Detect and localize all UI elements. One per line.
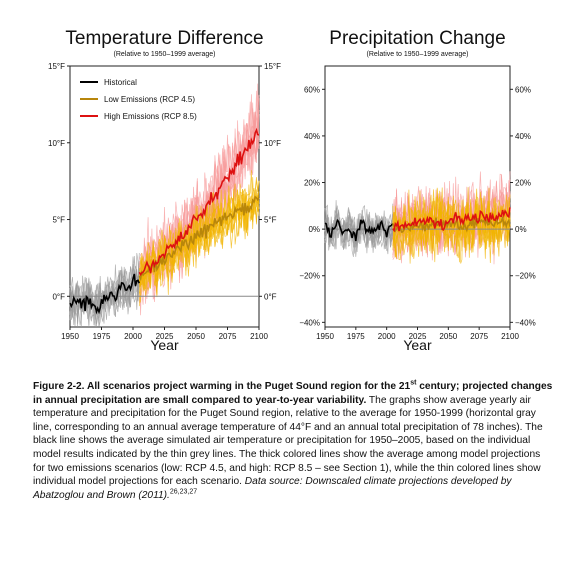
x-tick-label: 2100 [250,332,268,341]
historical-model-line [324,205,394,257]
chart-panel-precip: Precipitation Change (Relative to 1950–19… [299,28,535,353]
legend-label: High Emissions (RCP 8.5) [104,112,197,121]
y-tick-label-left: 40% [304,132,320,141]
y-tick-label-left: 5°F [52,216,65,225]
high-emissions-mean-line [138,127,260,277]
chart-title: Temperature Difference [65,28,263,49]
y-tick-label-left: −20% [299,272,320,281]
y-tick-label-right: 5°F [264,216,277,225]
caption-heading: Figure 2-2. All scenarios project warmin… [33,379,553,406]
y-tick-label-left: 20% [304,179,320,188]
caption-heading-part2: century; projected changes in annual pre… [33,381,553,406]
x-tick-label: 2000 [124,332,142,341]
low-emissions-mean-line [138,195,260,282]
caption-source: Data source: Downscaled climate projecti… [33,476,512,501]
chart-panel-temp: Temperature Difference (Relative to 1950–… [48,28,281,353]
x-tick-label: 2075 [219,332,237,341]
high-emissions-mean-line [392,207,511,233]
y-tick-label-right: −40% [515,318,536,327]
y-tick-label-left: 0% [308,225,320,234]
high-emissions-model-line [392,171,511,255]
caption-heading-part1: Figure 2-2. All scenarios project warmin… [33,381,411,392]
y-tick-label-right: 15°F [264,62,281,71]
x-tick-label: 2000 [378,332,396,341]
charts-figure: Temperature Difference (Relative to 1950–… [48,28,536,353]
historical-mean-line [69,273,141,315]
x-tick-label: 1950 [61,332,79,341]
x-tick-label: 2075 [470,332,488,341]
y-tick-label-right: 60% [515,85,531,94]
x-tick-label: 2050 [187,332,205,341]
low-emissions-model-line [392,190,511,258]
y-tick-label-right: 40% [515,132,531,141]
historical-mean-line [324,218,394,242]
y-tick-label-right: 20% [515,179,531,188]
y-tick-label-left: 15°F [48,62,65,71]
historical-model-line [69,269,140,320]
x-axis-label: Year [403,337,432,353]
chart-subtitle: (Relative to 1950–1999 average) [367,51,469,58]
x-tick-label: 1975 [347,332,365,341]
figure-caption: Figure 2-2. All scenarios project warmin… [33,380,553,502]
y-tick-label-left: 60% [304,85,320,94]
y-tick-label-left: 10°F [48,139,65,148]
x-tick-label: 2025 [156,332,174,341]
chart-title: Precipitation Change [329,28,505,49]
y-tick-label-left: 0°F [52,292,65,301]
chart-subtitle: (Relative to 1950–1999 average) [114,51,216,58]
caption-refs: 26,23,27 [169,488,198,496]
x-tick-label: 2050 [439,332,457,341]
caption-body: The graphs show average yearly air tempe… [33,394,543,488]
y-tick-label-right: 0% [515,225,527,234]
x-tick-label: 2025 [409,332,427,341]
legend-label: Low Emissions (RCP 4.5) [104,95,195,104]
low-emissions-mean-line [392,216,511,233]
y-tick-label-right: 0°F [264,292,277,301]
caption-heading-sup: st [410,379,417,387]
plot-frame [69,65,260,328]
y-tick-label-left: −40% [299,318,320,327]
low-emissions-model-line [139,192,260,296]
x-tick-label: 2100 [501,332,519,341]
x-axis-label: Year [150,337,179,353]
x-tick-label: 1950 [316,332,334,341]
y-tick-label-right: 10°F [264,139,281,148]
legend-label: Historical [104,78,137,87]
x-tick-label: 1975 [93,332,111,341]
low-emissions-model-line [138,183,260,303]
y-tick-label-right: −20% [515,272,536,281]
